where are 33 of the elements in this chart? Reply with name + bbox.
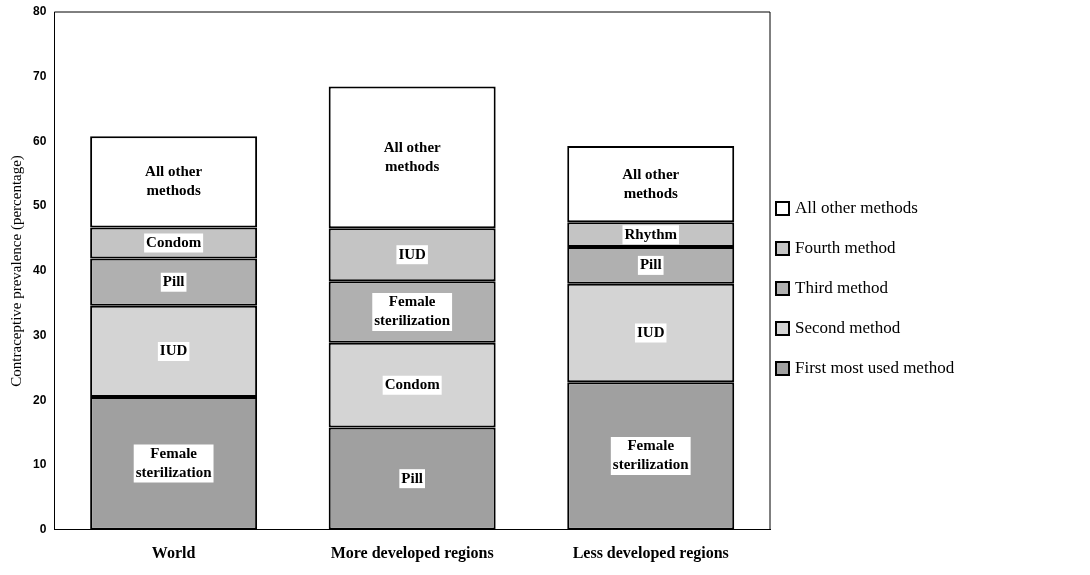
x-tick-label: Less developed regions — [572, 543, 729, 562]
x-tick-label: More developed regions — [330, 543, 494, 562]
data-label: Condom — [146, 233, 202, 250]
data-label: Female sterilization — [612, 437, 690, 473]
y-tick-label: 80 — [32, 4, 47, 19]
data-label: Female sterilization — [135, 444, 213, 480]
y-tick-label: 60 — [32, 133, 47, 148]
data-label: IUD — [159, 342, 188, 359]
data-label: IUD — [398, 245, 427, 262]
y-tick-label: 50 — [32, 198, 47, 213]
data-label: IUD — [636, 323, 665, 340]
x-tick-label: World — [151, 543, 196, 561]
text: All other methods — [795, 198, 918, 218]
data-label: Female sterilization — [374, 293, 451, 329]
data-label: All other methods — [622, 165, 680, 201]
legend-label: First most used method — [795, 358, 955, 378]
data-label: Pill — [639, 256, 662, 273]
data-label: All other methods — [145, 163, 203, 199]
y-tick-label: 40 — [32, 263, 47, 278]
data-label: Rhythm — [624, 225, 678, 242]
legend-label: Second method — [795, 318, 901, 338]
data-label: Pill — [401, 469, 424, 486]
legend-label: Third method — [795, 278, 889, 298]
y-tick-label: 10 — [32, 457, 47, 472]
legend-label: Fourth method — [795, 238, 896, 258]
y-tick-label: 70 — [32, 69, 47, 84]
y-tick-label: 30 — [32, 327, 47, 342]
data-label: Pill — [162, 273, 185, 290]
y-tick-label: 0 — [39, 522, 47, 537]
y-axis-title: Contraceptive prevalence (percentage) — [7, 155, 25, 387]
data-label: All other methods — [383, 138, 442, 174]
y-tick-label: 20 — [32, 392, 47, 407]
data-label: Condom — [384, 376, 441, 393]
